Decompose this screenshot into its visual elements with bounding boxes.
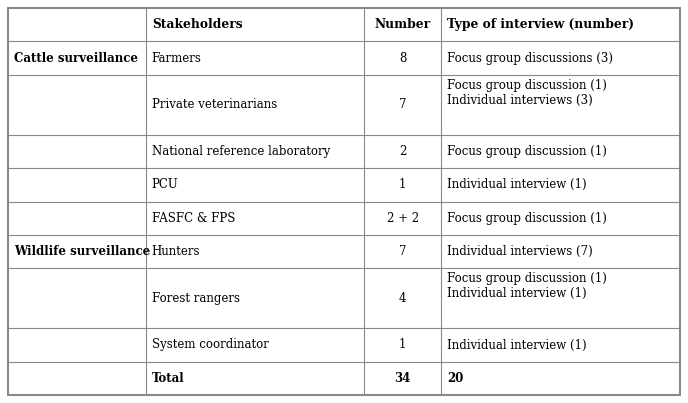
Text: System coordinator: System coordinator bbox=[152, 339, 268, 351]
Text: Wildlife surveillance: Wildlife surveillance bbox=[14, 245, 150, 258]
Text: Private veterinarians: Private veterinarians bbox=[152, 98, 277, 111]
Text: 2 + 2: 2 + 2 bbox=[387, 212, 419, 225]
Text: Focus group discussions (3): Focus group discussions (3) bbox=[447, 52, 614, 64]
Text: 20: 20 bbox=[447, 372, 464, 385]
Text: Focus group discussion (1)
Individual interview (1): Focus group discussion (1) Individual in… bbox=[447, 272, 608, 300]
Text: 2: 2 bbox=[399, 145, 407, 158]
Text: Farmers: Farmers bbox=[152, 52, 202, 64]
Text: National reference laboratory: National reference laboratory bbox=[152, 145, 330, 158]
Text: 34: 34 bbox=[395, 372, 411, 385]
Text: 7: 7 bbox=[399, 98, 407, 111]
Text: 1: 1 bbox=[399, 178, 407, 191]
Text: Individual interview (1): Individual interview (1) bbox=[447, 178, 587, 191]
Text: Stakeholders: Stakeholders bbox=[152, 18, 242, 31]
Text: Type of interview (number): Type of interview (number) bbox=[447, 18, 634, 31]
Text: Individual interview (1): Individual interview (1) bbox=[447, 339, 587, 351]
Text: PCU: PCU bbox=[152, 178, 178, 191]
Text: 1: 1 bbox=[399, 339, 407, 351]
Text: Forest rangers: Forest rangers bbox=[152, 292, 239, 305]
Text: 7: 7 bbox=[399, 245, 407, 258]
Text: Hunters: Hunters bbox=[152, 245, 200, 258]
Text: Total: Total bbox=[152, 372, 184, 385]
Text: Number: Number bbox=[375, 18, 431, 31]
Text: FASFC & FPS: FASFC & FPS bbox=[152, 212, 235, 225]
Text: Focus group discussion (1): Focus group discussion (1) bbox=[447, 212, 608, 225]
Text: Focus group discussion (1)
Individual interviews (3): Focus group discussion (1) Individual in… bbox=[447, 79, 608, 107]
Text: 4: 4 bbox=[399, 292, 407, 305]
Text: Focus group discussion (1): Focus group discussion (1) bbox=[447, 145, 608, 158]
Text: 8: 8 bbox=[399, 52, 407, 64]
Text: Individual interviews (7): Individual interviews (7) bbox=[447, 245, 593, 258]
Text: Cattle surveillance: Cattle surveillance bbox=[14, 52, 138, 64]
